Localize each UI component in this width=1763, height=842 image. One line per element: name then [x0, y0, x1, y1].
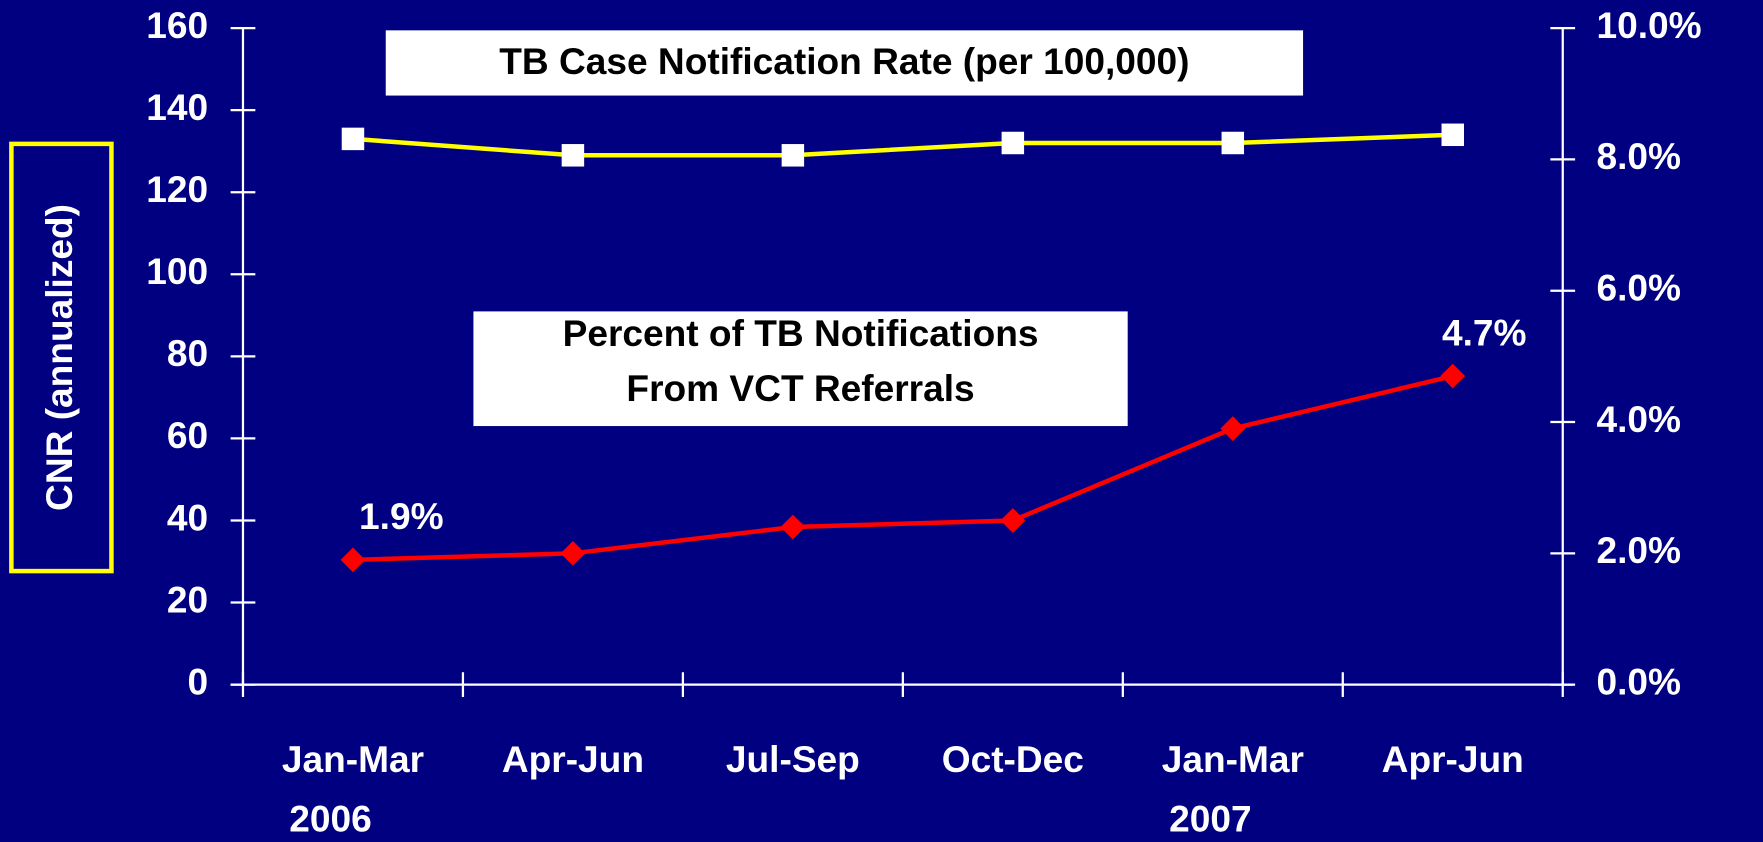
marker: [341, 127, 365, 151]
x-group-label: 2007: [1169, 798, 1251, 840]
y-tick-label: 60: [167, 414, 208, 456]
y-tick-label: 20: [167, 578, 208, 620]
title-box: [385, 30, 1304, 96]
y2-tick-label: 8.0%: [1596, 135, 1681, 177]
chart-title: TB Case Notification Rate (per 100,000): [499, 40, 1189, 82]
data-label: 4.7%: [1442, 311, 1527, 353]
series-line: [352, 132, 1453, 158]
y2-tick-label: 6.0%: [1596, 267, 1681, 309]
marker: [1001, 131, 1025, 155]
marker: [1000, 508, 1026, 533]
y-tick-label: 160: [146, 4, 208, 46]
x-tick-label: Apr-Jun: [1382, 738, 1524, 780]
x-tick-label: Apr-Jun: [502, 738, 644, 780]
marker: [780, 514, 806, 540]
y-tick-label: 100: [146, 250, 208, 292]
x-group-label: 2006: [289, 798, 371, 840]
y2-tick-label: 10.0%: [1596, 4, 1701, 46]
y-label-box: [9, 141, 114, 574]
marker: [1221, 131, 1245, 155]
marker: [561, 144, 585, 167]
annotation: Percent of TB Notifications: [563, 312, 1039, 354]
x-tick-label: Jan-Mar: [1162, 738, 1304, 780]
marker: [781, 144, 805, 167]
y-tick-label: 80: [167, 332, 208, 374]
data-label: 1.9%: [359, 495, 444, 537]
x-tick-label: Jul-Sep: [726, 738, 860, 780]
y-tick-label: 140: [146, 86, 208, 128]
y2-tick-label: 4.0%: [1596, 398, 1681, 440]
marker: [560, 540, 586, 566]
y-tick-label: 40: [167, 496, 208, 538]
annotation-box: [473, 311, 1128, 427]
annotation: From VCT Referrals: [626, 367, 974, 409]
y-tick-label: 0: [187, 660, 208, 702]
marker: [1220, 416, 1246, 441]
x-tick-label: Jan-Mar: [282, 738, 424, 780]
series-line: [352, 373, 1454, 563]
x-tick-label: Oct-Dec: [942, 738, 1084, 780]
y-tick-label: 120: [146, 168, 208, 210]
y2-tick-label: 0.0%: [1596, 660, 1681, 702]
marker: [1440, 363, 1466, 389]
y-axis-label: CNR (annualized): [38, 204, 80, 511]
y2-tick-label: 2.0%: [1596, 529, 1681, 571]
marker: [1441, 123, 1465, 147]
